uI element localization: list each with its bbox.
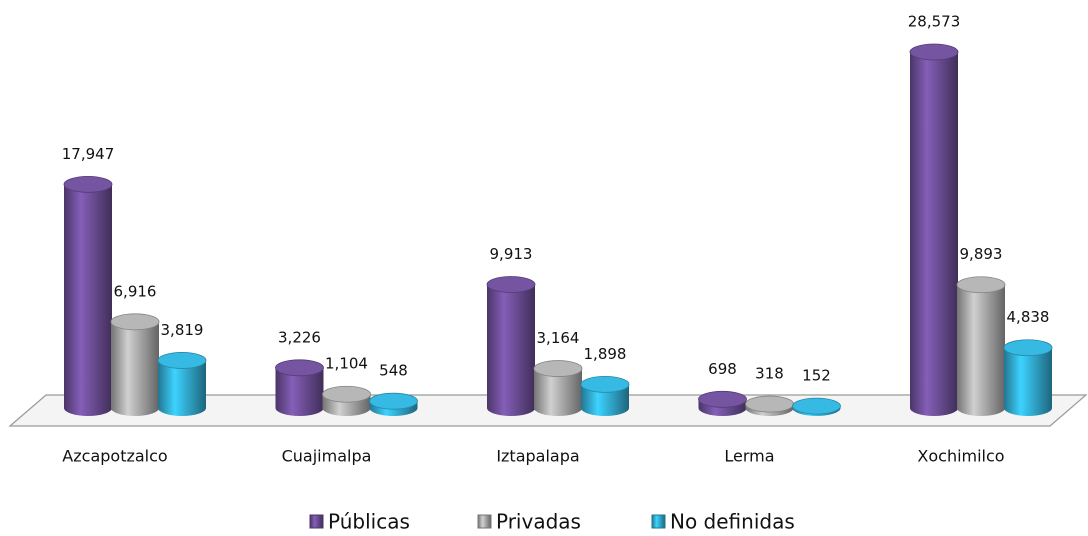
cylinder-top (956, 276, 1006, 294)
cylinder (909, 43, 959, 416)
cylinder (745, 395, 794, 416)
cylinder-body (487, 284, 535, 416)
data-label: 4,838 (1007, 308, 1050, 326)
cylinder (698, 390, 747, 416)
cylinder-top (745, 395, 794, 413)
legend-swatch (651, 514, 666, 529)
legend-swatch (477, 514, 492, 529)
data-label: 318 (755, 365, 784, 383)
cylinder (792, 397, 841, 416)
x-tick-label: Iztapalapa (496, 447, 579, 466)
data-label: 152 (802, 367, 831, 385)
data-label: 548 (379, 362, 408, 380)
x-tick-label: Cuajimalpa (282, 447, 372, 466)
data-label: 9,893 (960, 245, 1003, 263)
cylinder-body (111, 321, 159, 416)
cylinder (486, 276, 536, 416)
cylinder-body (64, 184, 112, 416)
cylinder-top (792, 397, 841, 415)
legend-label: No definidas (670, 510, 795, 534)
cylinder-body (275, 367, 324, 416)
x-tick-label: Xochimilco (917, 447, 1004, 466)
cylinder-top (157, 352, 207, 369)
cylinder-top (698, 390, 747, 408)
cylinder (533, 360, 583, 416)
cylinder-top (580, 375, 630, 393)
cylinder-body (581, 384, 629, 416)
data-label: 3,164 (537, 329, 580, 347)
cylinder (322, 385, 371, 416)
cylinder-top (486, 276, 536, 293)
cylinder-top (1003, 339, 1053, 357)
data-label: 1,104 (325, 355, 368, 373)
cylinder (63, 175, 113, 416)
data-label: 6,916 (114, 282, 157, 300)
data-label: 17,947 (62, 145, 115, 163)
cylinder-top (275, 359, 324, 377)
cylinder-body (910, 52, 958, 416)
cylinder-body (534, 368, 582, 416)
cylinder (157, 352, 207, 416)
cylinder (369, 392, 418, 416)
cylinder-top (63, 175, 113, 193)
data-label: 1,898 (584, 345, 627, 363)
cylinder-top (322, 385, 371, 403)
legend-label: Públicas (328, 510, 410, 534)
cylinder-top (110, 313, 160, 331)
cylinder-top (369, 392, 418, 410)
legend-label: Privadas (496, 510, 581, 534)
cylinder (110, 313, 160, 416)
data-label: 9,913 (490, 245, 533, 263)
cylinder (956, 276, 1006, 416)
x-tick-label: Lerma (724, 447, 774, 466)
cylinder-body (957, 284, 1005, 416)
cylinder-top (533, 360, 583, 377)
cylinder (1003, 339, 1053, 416)
cylinder-body (1004, 347, 1052, 416)
data-label: 28,573 (908, 13, 961, 31)
cylinder-top (909, 43, 959, 61)
cylinder (275, 359, 324, 416)
cylinder (580, 375, 630, 416)
data-label: 3,226 (278, 328, 321, 346)
cylinder-body (158, 360, 206, 416)
data-label: 698 (708, 360, 737, 378)
x-tick-label: Azcapotzalco (62, 447, 167, 466)
data-label: 3,819 (161, 321, 204, 339)
legend-swatch (309, 514, 324, 529)
